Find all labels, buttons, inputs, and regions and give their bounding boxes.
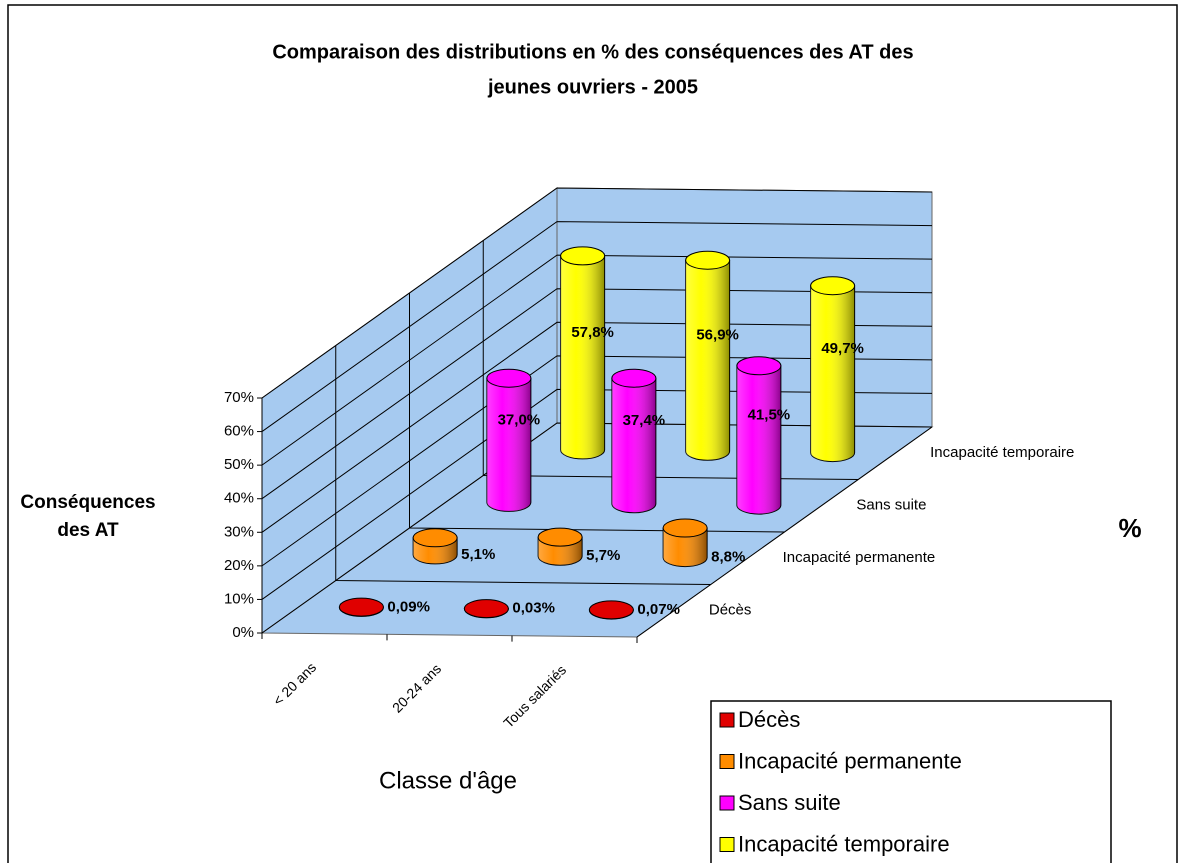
bar — [662, 518, 708, 568]
bar — [736, 356, 782, 515]
y-tick-label: 50% — [224, 456, 254, 473]
legend-box — [710, 700, 1112, 863]
depth-tick-label: Incapacité temporaire — [930, 444, 1074, 461]
bar — [412, 528, 458, 565]
value-label: 37,4% — [623, 412, 666, 429]
depth-tick-label: Incapacité permanente — [783, 549, 936, 566]
bar-top — [463, 599, 509, 619]
bar — [560, 246, 606, 460]
value-label: 56,9% — [696, 327, 739, 344]
y-axis-title: des AT — [57, 520, 119, 541]
y-tick-label: 20% — [224, 557, 254, 574]
x-axis-title: Classe d'âge — [379, 767, 517, 794]
bar — [338, 597, 384, 617]
legend-label: Incapacité permanente — [738, 748, 962, 773]
legend-swatch — [719, 712, 735, 728]
value-label: 0,07% — [637, 601, 680, 618]
grid-line — [261, 355, 933, 567]
grid-line — [261, 221, 933, 432]
bar-shade — [810, 285, 855, 462]
bar-top — [611, 368, 657, 388]
bar-top — [560, 246, 606, 266]
y-tick-label: 70% — [224, 389, 254, 406]
bar-shade — [611, 378, 656, 513]
value-label: 57,8% — [571, 324, 614, 341]
value-label: 37,0% — [498, 411, 541, 428]
y-tick-label: 30% — [224, 523, 254, 540]
bar — [537, 527, 583, 566]
legend-label: Sans suite — [738, 790, 841, 815]
bar — [685, 250, 731, 461]
bar-shade — [685, 260, 730, 461]
legend-swatch — [719, 837, 735, 852]
bar — [463, 599, 509, 619]
chart-border — [7, 4, 1178, 863]
y-axis-title: Conséquences — [20, 492, 155, 513]
bar-top — [412, 528, 458, 548]
grid-line — [261, 187, 933, 399]
bar-top — [662, 518, 708, 538]
y-tick-label: 10% — [224, 590, 254, 607]
bar — [611, 368, 657, 514]
bar-top — [338, 597, 384, 617]
value-label: 5,7% — [586, 547, 620, 564]
legend-swatch — [719, 795, 735, 811]
bar-top — [685, 250, 731, 270]
value-label: 5,1% — [461, 546, 495, 563]
bar — [486, 368, 532, 512]
legend-label: Décès — [738, 707, 800, 732]
chart-title: jeunes ouvriers - 2005 — [487, 76, 698, 98]
right-edge — [636, 426, 933, 638]
value-label: 0,09% — [387, 598, 430, 615]
value-label: 49,7% — [821, 340, 864, 357]
bar-shade — [663, 528, 708, 567]
bar-shade — [486, 378, 531, 512]
grid-line — [261, 254, 933, 466]
y-tick-label: 40% — [224, 490, 254, 507]
grid-line — [261, 422, 933, 634]
depth-axis-title: % — [1118, 513, 1141, 543]
bar-shade — [560, 255, 605, 459]
legend-swatch — [719, 754, 735, 769]
chart-title: Comparaison des distributions en % des c… — [272, 41, 913, 63]
depth-tick-label: Sans suite — [856, 497, 926, 514]
bar-top — [486, 368, 532, 388]
bar-top — [537, 527, 583, 547]
grid-line — [261, 388, 933, 600]
bar-top — [736, 356, 782, 376]
value-label: 8,8% — [711, 549, 745, 566]
bar — [810, 276, 856, 463]
bar-shade — [736, 365, 781, 515]
y-tick-label: 0% — [232, 624, 254, 641]
legend-label: Incapacité temporaire — [738, 831, 950, 856]
grid-line — [261, 288, 933, 500]
bar-top — [588, 600, 634, 620]
value-label: 41,5% — [748, 406, 791, 423]
depth-tick-label: Décès — [709, 602, 752, 619]
y-tick-label: 60% — [224, 423, 254, 440]
value-label: 0,03% — [512, 600, 555, 617]
bar — [588, 600, 634, 620]
grid-line — [261, 321, 933, 533]
bar-top — [810, 276, 856, 296]
